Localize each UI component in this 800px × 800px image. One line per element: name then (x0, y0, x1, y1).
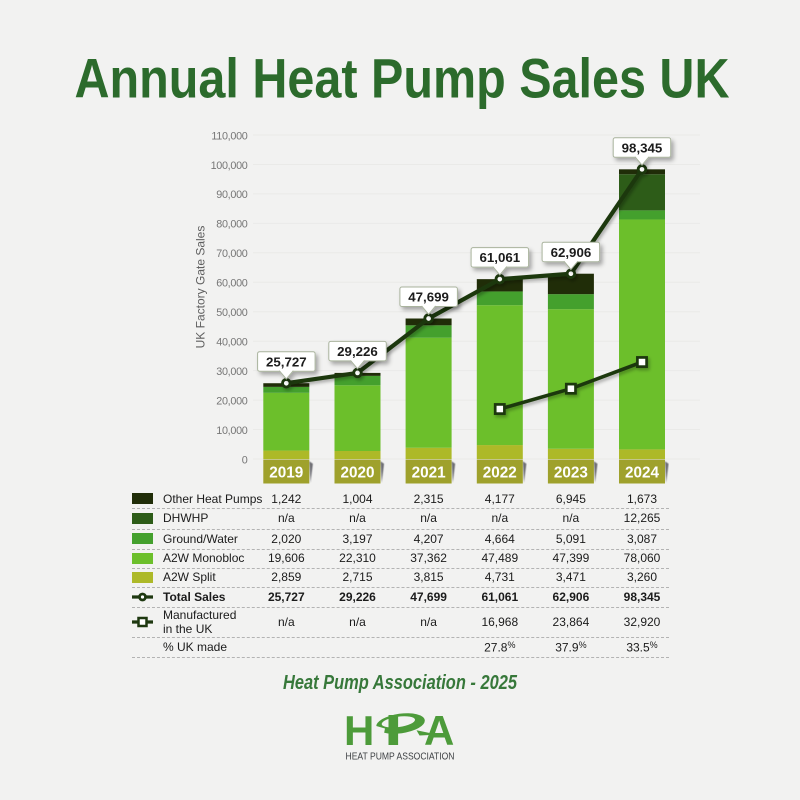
svg-text:40,000: 40,000 (216, 337, 248, 349)
svg-text:30,000: 30,000 (216, 366, 248, 378)
svg-text:47,699: 47,699 (408, 290, 449, 305)
svg-text:90,000: 90,000 (216, 189, 248, 201)
svg-text:Heat Pump Association - 2025: Heat Pump Association - 2025 (283, 671, 517, 694)
svg-text:80,000: 80,000 (216, 219, 248, 231)
svg-text:25,727: 25,727 (266, 354, 307, 369)
svg-text:A: A (424, 707, 454, 754)
svg-text:61,061: 61,061 (479, 250, 520, 265)
svg-text:UK Factory Gate Sales: UK Factory Gate Sales (194, 226, 208, 349)
svg-text:10,000: 10,000 (216, 425, 248, 437)
svg-text:HEAT PUMP ASSOCIATION: HEAT PUMP ASSOCIATION (346, 752, 455, 763)
svg-text:Annual Heat Pump Sales UK: Annual Heat Pump Sales UK (75, 47, 730, 110)
svg-text:98,345: 98,345 (622, 140, 663, 155)
svg-text:0: 0 (242, 454, 248, 466)
svg-text:H: H (344, 707, 374, 754)
svg-text:2022: 2022 (483, 465, 517, 482)
svg-text:60,000: 60,000 (216, 278, 248, 290)
svg-text:70,000: 70,000 (216, 248, 248, 260)
svg-text:29,226: 29,226 (337, 344, 378, 359)
svg-text:2021: 2021 (412, 465, 447, 482)
svg-text:2019: 2019 (269, 465, 303, 482)
svg-text:2023: 2023 (554, 465, 588, 482)
svg-text:50,000: 50,000 (216, 307, 248, 319)
svg-text:20,000: 20,000 (216, 395, 248, 407)
svg-text:2020: 2020 (340, 465, 374, 482)
svg-text:62,906: 62,906 (551, 245, 592, 260)
svg-text:100,000: 100,000 (211, 160, 248, 172)
svg-text:110,000: 110,000 (211, 130, 247, 142)
svg-text:2024: 2024 (625, 465, 660, 482)
